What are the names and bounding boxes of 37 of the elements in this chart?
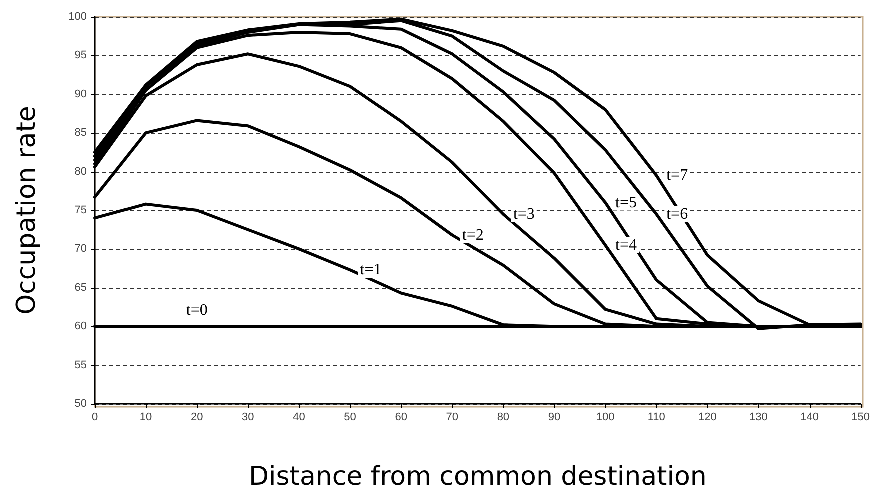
series-label: t=1 (360, 262, 382, 279)
x-tick-label: 60 (395, 412, 408, 424)
x-tick-label: 40 (293, 412, 306, 424)
series-label: t=7 (666, 167, 688, 184)
y-tick-label: 65 (74, 282, 87, 294)
y-tick-label: 90 (74, 88, 87, 100)
series-label: t=6 (666, 206, 688, 223)
x-tick-label: 150 (852, 412, 870, 424)
series-label: t=5 (616, 194, 638, 212)
y-tick-label: 50 (74, 398, 87, 410)
series-label: t=3 (513, 206, 535, 223)
x-tick-label: 10 (140, 412, 152, 424)
x-tick-label: 50 (344, 412, 356, 424)
y-tick-label: 75 (74, 204, 87, 216)
x-tick-label: 100 (596, 412, 615, 424)
y-axis-title: Occupation rate (12, 106, 42, 315)
x-tick-label: 70 (446, 412, 459, 424)
x-tick-label: 110 (648, 412, 666, 424)
x-tick-label: 0 (92, 412, 98, 424)
x-tick-label: 90 (548, 412, 561, 424)
y-tick-label: 100 (68, 11, 87, 23)
series-label: t=4 (616, 236, 638, 254)
x-axis-title: Distance from common destination (248, 462, 707, 492)
y-tick-label: 85 (74, 127, 87, 140)
series-label: t=2 (462, 226, 484, 244)
y-tick-label: 60 (74, 320, 87, 333)
x-tick-label: 140 (800, 412, 819, 424)
x-tick-label: 20 (190, 412, 204, 424)
y-tick-label: 70 (74, 243, 87, 256)
series-label: t=0 (186, 302, 208, 320)
x-tick-label: 120 (698, 412, 717, 424)
x-tick-label: 130 (750, 412, 768, 424)
y-tick-label: 95 (74, 50, 87, 62)
x-tick-label: 80 (497, 412, 510, 424)
y-tick-label: 55 (74, 359, 87, 372)
x-tick-label: 30 (242, 412, 254, 424)
y-tick-label: 80 (74, 166, 87, 178)
